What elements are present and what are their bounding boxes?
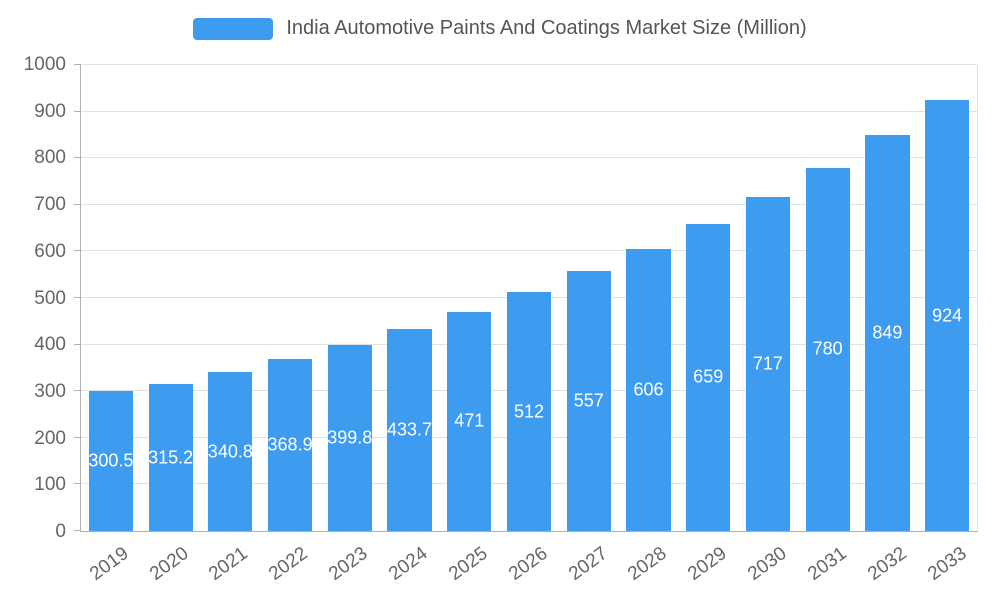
bar-series: 300.5 315.2 340.8 368.9 399.8 433.7 471 512 557 6…: [81, 65, 977, 531]
y-tick-label: 700: [34, 194, 66, 216]
x-tick-label: 2026: [504, 543, 552, 585]
bar-2024[interactable]: 433.7: [387, 328, 433, 531]
bar-value-label: 717: [752, 353, 783, 374]
bar-2030[interactable]: 717: [745, 196, 791, 531]
bar-band: 659: [678, 65, 738, 531]
x-tick-label: 2022: [265, 543, 312, 585]
x-tick-label: 2029: [684, 543, 731, 585]
y-tick-label: 300: [34, 380, 66, 402]
y-tick: [74, 483, 81, 485]
bar-value-label: 368.9: [267, 434, 313, 455]
plot-area: 300.5 315.2 340.8 368.9 399.8 433.7 471 512 557 6…: [74, 64, 978, 532]
y-tick-label: 100: [34, 474, 66, 496]
bar-band: 433.7: [380, 65, 440, 531]
x-tick-label: 2030: [744, 543, 791, 585]
gridline: [81, 250, 977, 252]
bar-value-label: 433.7: [387, 419, 433, 440]
bar-band: 606: [619, 65, 679, 531]
bar-band: 717: [738, 65, 798, 531]
bar-band: 368.9: [260, 65, 320, 531]
gridline: [81, 203, 977, 205]
y-tick: [74, 250, 81, 252]
y-tick-label: 400: [34, 334, 66, 356]
bar-value-label: 512: [513, 401, 545, 422]
y-axis: 0 100 200 300 400 500 600 700 800 900 1000: [0, 54, 66, 542]
x-tick-label: 2031: [804, 543, 851, 585]
bar-2021[interactable]: 340.8: [207, 372, 253, 531]
gridline: [81, 110, 977, 112]
bar-2020[interactable]: 315.2: [148, 384, 194, 531]
y-tick-label: 200: [34, 427, 66, 449]
y-tick: [74, 110, 81, 112]
x-tick-label: 2024: [385, 543, 432, 585]
y-tick-label: 800: [34, 147, 66, 169]
x-tick-label: 2020: [145, 543, 193, 585]
y-tick-label: 900: [34, 100, 66, 122]
y-tick: [74, 436, 81, 438]
bar-value-label: 924: [932, 305, 963, 326]
bar-value-label: 780: [812, 338, 843, 359]
bar-band: 300.5: [81, 65, 141, 531]
bar-2029[interactable]: 659: [686, 223, 731, 531]
y-tick-label: 600: [34, 240, 66, 262]
bar-value-label: 606: [633, 379, 664, 400]
bar-value-label: 399.8: [327, 427, 373, 448]
bar-band: 340.8: [200, 65, 260, 531]
x-tick-label: 2023: [325, 543, 372, 585]
bar-value-label: 340.8: [207, 441, 253, 462]
bar-band: 557: [559, 65, 619, 531]
bar-value-label: 849: [872, 322, 903, 343]
bar-value-label: 471: [454, 410, 485, 431]
bar-2019[interactable]: 300.5: [88, 390, 134, 531]
bar-value-label: 300.5: [88, 450, 134, 471]
bar-2023[interactable]: 399.8: [327, 344, 373, 531]
bar-2031[interactable]: 780: [805, 167, 850, 531]
bar-value-label: 659: [693, 366, 724, 387]
y-tick: [74, 390, 81, 392]
bar-2032[interactable]: 849: [865, 135, 910, 531]
bar-2028[interactable]: 606: [626, 248, 671, 531]
bar-value-label: 315.2: [148, 447, 194, 468]
x-tick-label: 2025: [444, 543, 492, 585]
x-tick-label: 2021: [205, 543, 252, 585]
x-tick-label: 2033: [923, 543, 971, 585]
bar-band: 780: [798, 65, 858, 531]
chart-legend[interactable]: India Automotive Paints And Coatings Mar…: [0, 17, 1000, 40]
y-tick: [74, 343, 81, 345]
x-axis: 2019 2020 2021 2022 2023 2024 2025 2026 2027 2028…: [80, 539, 978, 599]
bar-band: 399.8: [320, 65, 380, 531]
bar-value-label: 557: [573, 390, 604, 411]
y-tick-label: 1000: [23, 54, 66, 75]
y-tick-label: 500: [34, 287, 66, 309]
y-tick: [74, 64, 81, 65]
y-tick: [74, 530, 81, 531]
legend-swatch[interactable]: [193, 17, 274, 40]
y-tick: [74, 203, 81, 205]
bar-2026[interactable]: 512: [506, 292, 552, 531]
x-tick-label: 2028: [624, 543, 672, 585]
chart-title: India Automotive Paints And Coatings Mar…: [286, 17, 807, 39]
bar-2025[interactable]: 471: [447, 311, 492, 531]
bar-2022[interactable]: 368.9: [267, 359, 313, 531]
y-tick: [74, 157, 81, 159]
gridline: [81, 64, 977, 65]
x-tick-label: 2027: [564, 543, 612, 585]
bar-band: 471: [439, 65, 499, 531]
y-tick-label: 0: [55, 521, 66, 542]
gridline: [81, 157, 977, 159]
bar-band: 315.2: [141, 65, 201, 531]
x-tick-label: 2019: [85, 543, 133, 585]
bar-band: 512: [499, 65, 559, 531]
bar-2027[interactable]: 557: [566, 271, 611, 531]
y-tick: [74, 297, 81, 298]
bar-band: 924: [917, 65, 977, 531]
x-tick-label: 2032: [863, 543, 911, 585]
bar-2033[interactable]: 924: [925, 100, 970, 531]
bar-band: 849: [858, 65, 918, 531]
